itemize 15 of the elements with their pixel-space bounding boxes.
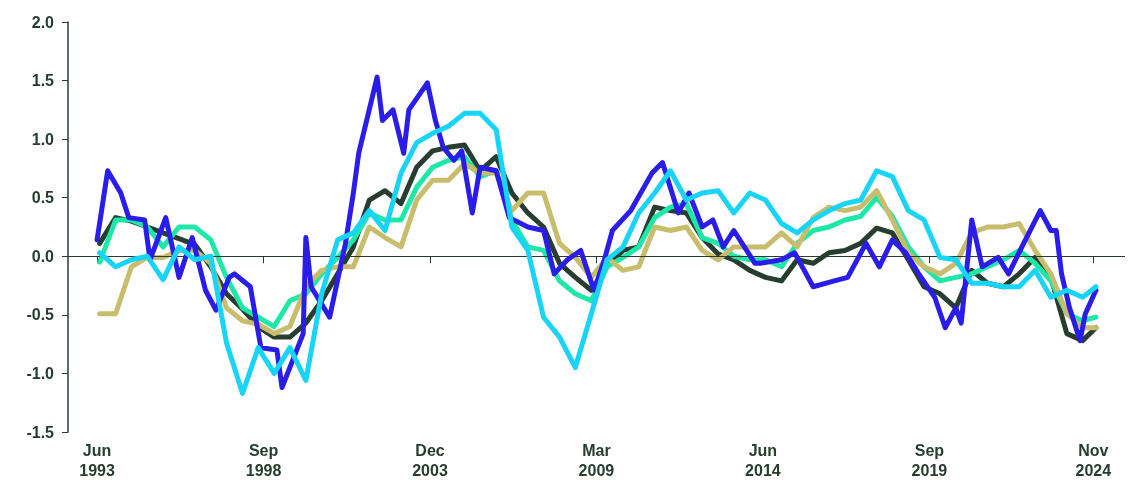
x-tick-label: Mar 2009 xyxy=(578,441,615,479)
y-tick-label: 1.0 xyxy=(31,130,55,148)
y-tick-label: 1.5 xyxy=(31,72,55,90)
y-tick-label: 0.0 xyxy=(31,247,55,265)
x-tick-label: Nov 2024 xyxy=(1075,441,1112,479)
x-tick-label: Jun 2014 xyxy=(745,441,781,479)
x-tick-label: Sep 2019 xyxy=(911,441,948,479)
y-tick-label: 2.0 xyxy=(31,13,55,31)
y-tick-label: -1.5 xyxy=(26,423,55,441)
y-tick-label: 0.5 xyxy=(31,189,55,207)
x-tick-label: Sep 1998 xyxy=(245,441,282,479)
x-tick-label: Jun 1993 xyxy=(79,441,115,479)
x-tick-label: Dec 2003 xyxy=(412,441,448,479)
y-tick-label: -0.5 xyxy=(26,306,55,324)
y-tick-label: -1.0 xyxy=(26,364,55,382)
